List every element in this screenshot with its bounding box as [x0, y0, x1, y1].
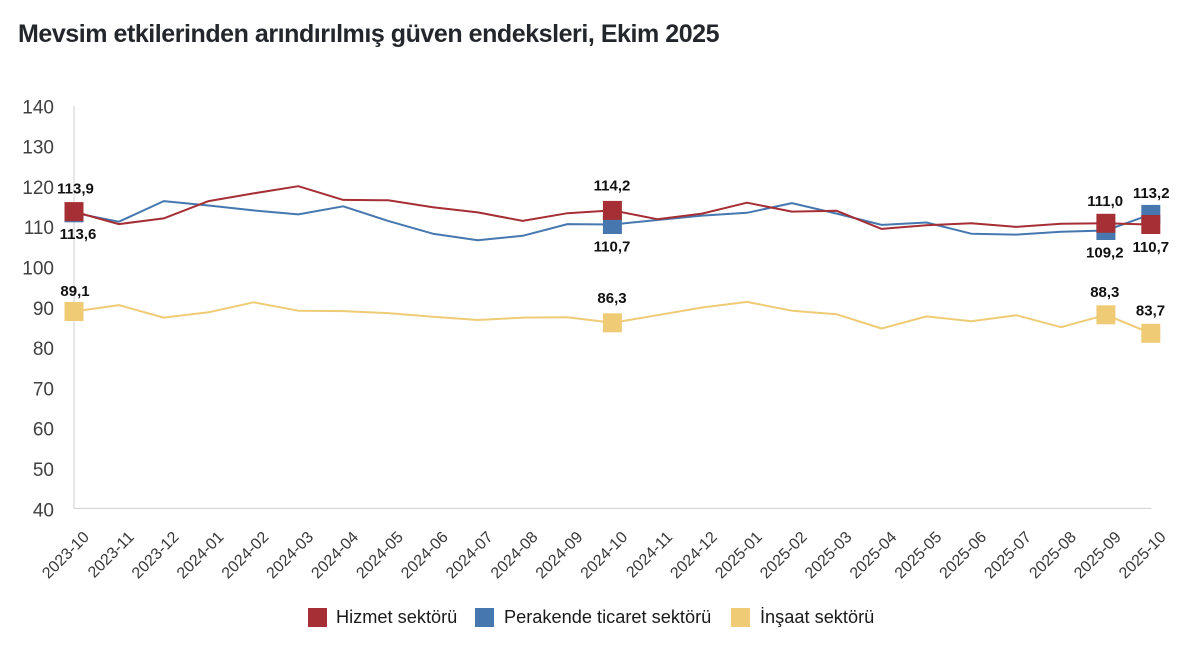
svg-text:50: 50	[33, 460, 54, 481]
svg-text:90: 90	[33, 299, 54, 320]
svg-text:120: 120	[22, 178, 54, 199]
svg-text:130: 130	[22, 138, 54, 159]
svg-text:88,3: 88,3	[1090, 284, 1119, 301]
svg-text:Perakende ticaret sektörü: Perakende ticaret sektörü	[504, 607, 711, 627]
svg-text:2023-11: 2023-11	[85, 529, 138, 582]
svg-text:114,2: 114,2	[594, 178, 631, 195]
svg-text:2024-11: 2024-11	[623, 529, 676, 582]
svg-text:60: 60	[33, 420, 54, 441]
svg-text:2025-05: 2025-05	[892, 529, 946, 583]
svg-text:109,2: 109,2	[1086, 245, 1124, 262]
svg-text:2025-04: 2025-04	[847, 529, 901, 583]
svg-text:111,0: 111,0	[1087, 193, 1123, 210]
svg-text:2024-06: 2024-06	[398, 529, 452, 583]
svg-text:Hizmet sektörü: Hizmet sektörü	[336, 607, 457, 627]
svg-text:2024-08: 2024-08	[488, 529, 542, 583]
svg-text:113,6: 113,6	[60, 226, 97, 243]
svg-text:İnşaat sektörü: İnşaat sektörü	[760, 607, 874, 627]
svg-text:2024-02: 2024-02	[219, 529, 273, 583]
svg-text:2024-12: 2024-12	[667, 529, 721, 583]
svg-text:2025-01: 2025-01	[712, 529, 766, 583]
svg-text:86,3: 86,3	[597, 290, 626, 307]
svg-text:2023-12: 2023-12	[129, 529, 183, 583]
svg-text:2025-10: 2025-10	[1116, 529, 1170, 583]
svg-text:2024-05: 2024-05	[353, 529, 407, 583]
svg-text:2025-03: 2025-03	[802, 529, 856, 583]
svg-text:100: 100	[22, 259, 54, 280]
svg-text:2025-09: 2025-09	[1071, 529, 1125, 583]
svg-text:2024-04: 2024-04	[308, 529, 362, 583]
svg-text:140: 140	[22, 97, 54, 118]
svg-text:80: 80	[33, 339, 54, 360]
svg-text:113,9: 113,9	[57, 181, 94, 198]
svg-text:40: 40	[33, 500, 54, 521]
svg-text:110,7: 110,7	[1132, 239, 1169, 256]
svg-text:2024-10: 2024-10	[578, 529, 632, 583]
svg-text:113,2: 113,2	[1133, 185, 1170, 202]
svg-text:89,1: 89,1	[60, 283, 89, 300]
svg-text:83,7: 83,7	[1136, 302, 1165, 319]
svg-text:2025-08: 2025-08	[1026, 529, 1080, 583]
svg-text:70: 70	[33, 379, 54, 400]
svg-text:110,7: 110,7	[594, 239, 631, 256]
svg-text:2023-10: 2023-10	[39, 529, 93, 583]
svg-text:2024-01: 2024-01	[174, 529, 228, 583]
svg-text:2024-07: 2024-07	[443, 529, 497, 583]
svg-text:2024-03: 2024-03	[264, 529, 318, 583]
svg-text:2025-06: 2025-06	[937, 529, 991, 583]
svg-text:110: 110	[24, 218, 54, 239]
svg-text:2024-09: 2024-09	[533, 529, 587, 583]
svg-text:2025-02: 2025-02	[757, 529, 811, 583]
svg-text:2025-07: 2025-07	[981, 529, 1035, 583]
